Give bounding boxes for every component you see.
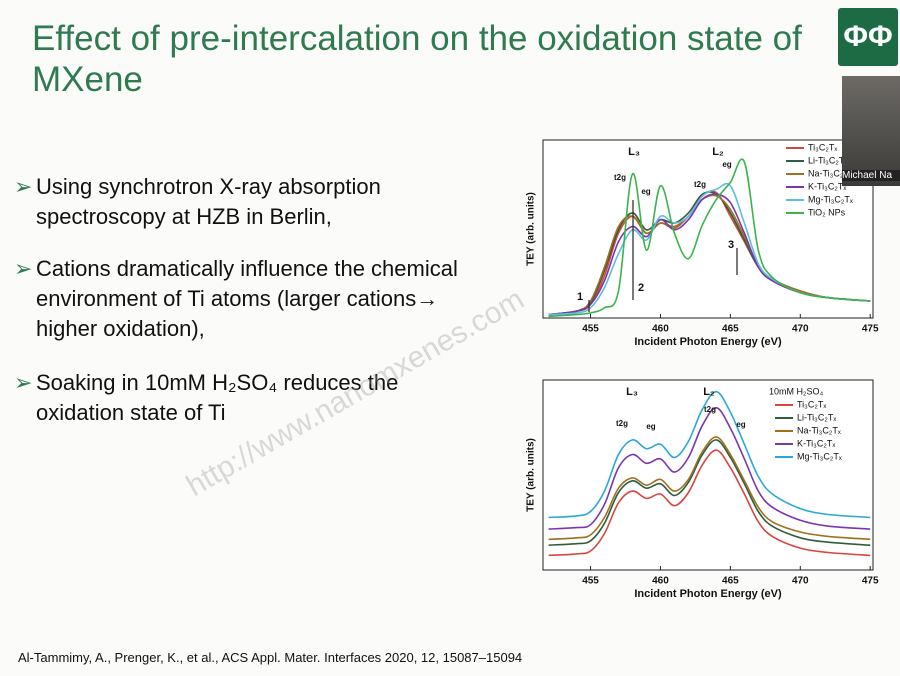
spectrum-line	[548, 449, 871, 557]
y-axis-label: TEY (arb. units)	[526, 438, 537, 512]
spectrum-line	[548, 193, 871, 316]
legend-label: TiO₂ NPs	[808, 207, 846, 217]
annotation: L₃	[626, 386, 638, 398]
annotation: L₂	[712, 146, 724, 158]
legend-label: Mg-Ti₃C₂Tₓ	[797, 451, 842, 461]
x-tick-label: 455	[582, 576, 599, 587]
slide-title: Effect of pre-intercalation on the oxida…	[32, 19, 802, 99]
x-tick-label: 465	[722, 576, 739, 587]
annotation: 2	[638, 282, 644, 294]
x-tick-label: 465	[722, 324, 739, 335]
bullet: ➢ Using synchrotron X-ray absorption spec…	[14, 172, 484, 232]
annotation: t2g	[616, 419, 628, 428]
citation: Al-Tammimy, A., Prenger, K., et al., ACS…	[18, 650, 523, 665]
spectrum-line	[548, 182, 871, 316]
annotation: t2g	[704, 405, 716, 414]
x-tick-label: 470	[792, 324, 809, 335]
legend-label: Ti₃C₂Tₓ	[808, 142, 837, 152]
legend-label: Na-Ti₃C₂Tₓ	[797, 425, 841, 435]
y-axis-label: TEY (arb. units)	[526, 192, 537, 266]
plot-frame	[542, 379, 874, 571]
legend-label: K-Ti₃C₂Tₓ	[808, 181, 846, 191]
logo-icon: ΦΦ	[843, 20, 892, 53]
legend-label: Ti₃C₂Tₓ	[797, 399, 826, 409]
logo: ΦΦ	[838, 8, 898, 66]
legend-title: 10mM H₂SO₄	[769, 386, 824, 396]
bullet-text: Using synchrotron X-ray absorption spect…	[36, 174, 381, 229]
webcam	[842, 76, 900, 186]
annotation: eg	[722, 160, 731, 169]
annotation: 1	[577, 291, 583, 303]
webcam-label: Michael Na	[842, 170, 900, 181]
x-axis-label: Incident Photon Energy (eV)	[634, 588, 782, 600]
legend-label: Li-Ti₃C₂Tₓ	[797, 412, 836, 422]
spectrum-line	[548, 158, 871, 318]
annotation: eg	[641, 187, 650, 196]
annotation: eg	[646, 422, 655, 431]
spectrum-line	[548, 407, 871, 530]
x-tick-label: 455	[582, 324, 599, 335]
watermark: http://www.nanomxenes.com	[181, 283, 530, 503]
bullet-text: Soaking in 10mM H₂SO₄ reduces the oxidat…	[36, 370, 399, 425]
annotation: t2g	[614, 173, 626, 182]
x-tick-label: 460	[652, 324, 669, 335]
legend-label: Mg-Ti₃C₂Tₓ	[808, 194, 853, 204]
annotation: 3	[728, 239, 734, 251]
annotation: eg	[736, 420, 745, 429]
x-tick-label: 475	[862, 324, 879, 335]
bullet: ➢ Cations dramatically influence the chem…	[14, 254, 484, 344]
spectrum-line	[548, 436, 871, 541]
legend-label: K-Ti₃C₂Tₓ	[797, 438, 835, 448]
annotation: t2g	[694, 180, 706, 189]
legend-label: Na-Ti₃C₂Tₓ	[808, 168, 852, 178]
spectrum-line	[548, 439, 871, 546]
x-tick-label: 475	[862, 576, 879, 587]
plot-frame	[542, 139, 874, 319]
legend-label: Li-Ti₃C₂Tₓ	[808, 155, 847, 165]
x-tick-label: 470	[792, 576, 809, 587]
annotation: L₃	[628, 146, 640, 158]
x-tick-label: 460	[652, 576, 669, 587]
bullet-text: Cations dramatically influence the chemi…	[36, 256, 458, 341]
svg-text:ΦΦ: ΦΦ	[843, 20, 892, 53]
x-axis-label: Incident Photon Energy (eV)	[634, 336, 782, 348]
annotation: L₂	[703, 386, 715, 398]
bullet: ➢ Soaking in 10mM H₂SO₄ reduces the oxida…	[14, 368, 484, 428]
spectrum-line	[548, 390, 871, 519]
